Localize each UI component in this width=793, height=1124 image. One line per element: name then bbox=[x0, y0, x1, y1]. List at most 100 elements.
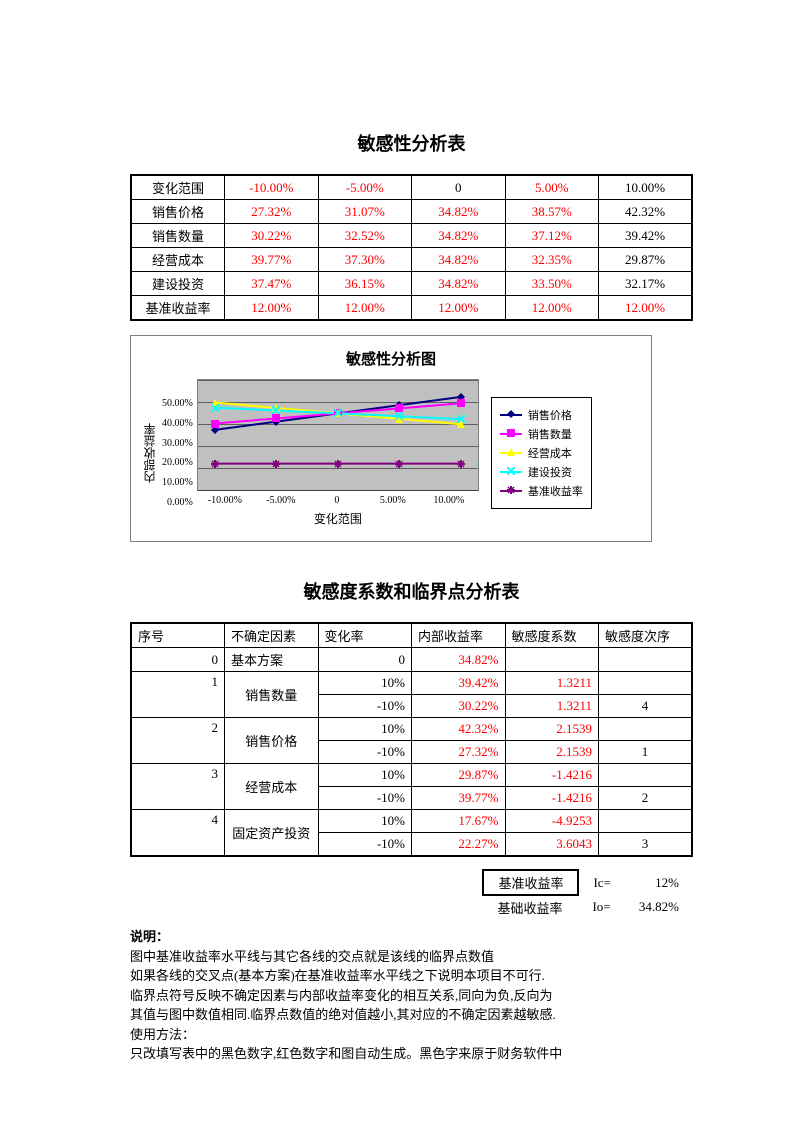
ref-io-value: 34.82% bbox=[625, 895, 693, 919]
table-cell: 销售价格 bbox=[225, 718, 319, 764]
table-cell: 2.1539 bbox=[505, 741, 599, 764]
col-header: 变化率 bbox=[318, 623, 412, 648]
row-label: 销售价格 bbox=[131, 200, 225, 224]
legend-label: 基准收益率 bbox=[528, 483, 583, 499]
table-cell: 27.32% bbox=[412, 741, 506, 764]
x-tick: 10.00% bbox=[421, 495, 477, 506]
table-cell: 38.57% bbox=[505, 200, 599, 224]
note-line: 图中基准收益率水平线与其它各线的交点就是该线的临界点数值 bbox=[130, 947, 693, 967]
table-cell: 37.30% bbox=[318, 248, 412, 272]
table-cell: 32.17% bbox=[599, 272, 693, 296]
plot-area bbox=[197, 379, 479, 491]
table-cell: 10% bbox=[318, 718, 412, 741]
legend-label: 销售数量 bbox=[528, 426, 572, 442]
chart-title: 敏感性分析图 bbox=[141, 348, 641, 369]
notes-label: 说明： bbox=[130, 927, 693, 947]
col-header: -10.00% bbox=[225, 175, 319, 200]
row-label: 经营成本 bbox=[131, 248, 225, 272]
table-cell: 42.32% bbox=[412, 718, 506, 741]
table-cell: 12.00% bbox=[505, 296, 599, 321]
table-cell: -10% bbox=[318, 833, 412, 857]
table-cell: 销售数量 bbox=[225, 672, 319, 718]
table-cell: 10% bbox=[318, 810, 412, 833]
ref-io-symbol: Io= bbox=[578, 895, 624, 919]
table-cell: 22.27% bbox=[412, 833, 506, 857]
y-tick: 40.00% bbox=[162, 418, 193, 429]
table-cell: 34.82% bbox=[412, 248, 506, 272]
table-cell: 1.3211 bbox=[505, 695, 599, 718]
note-line: 临界点符号反映不确定因素与内部收益率变化的相互关系,同向为负,反向为 bbox=[130, 986, 693, 1006]
table-cell: 39.77% bbox=[225, 248, 319, 272]
ref-ic-value: 12% bbox=[625, 870, 693, 895]
legend-item: 经营成本 bbox=[500, 445, 583, 461]
row-label: 销售数量 bbox=[131, 224, 225, 248]
table-cell: 3.6043 bbox=[505, 833, 599, 857]
table-cell: 2 bbox=[599, 787, 693, 810]
x-tick: 5.00% bbox=[365, 495, 421, 506]
chart-marker bbox=[334, 456, 342, 472]
chart-marker bbox=[334, 405, 342, 421]
table-cell: 4 bbox=[599, 695, 693, 718]
row-label: 建设投资 bbox=[131, 272, 225, 296]
table-cell: 37.47% bbox=[225, 272, 319, 296]
y-ticks: 50.00%40.00%30.00%20.00%10.00%0.00% bbox=[162, 398, 197, 508]
table-cell: 3 bbox=[599, 833, 693, 857]
x-axis-label: 变化范围 bbox=[197, 510, 479, 527]
table-cell: 37.12% bbox=[505, 224, 599, 248]
note-line: 如果各线的交叉点(基本方案)在基准收益率水平线之下说明本项目不可行. bbox=[130, 966, 693, 986]
table-cell bbox=[505, 648, 599, 672]
y-tick: 0.00% bbox=[162, 497, 193, 508]
legend-item: 销售数量 bbox=[500, 426, 583, 442]
table-cell: 基本方案 bbox=[225, 648, 319, 672]
y-tick: 10.00% bbox=[162, 477, 193, 488]
chart-marker bbox=[395, 408, 403, 424]
legend-label: 销售价格 bbox=[528, 407, 572, 423]
table-cell: 12.00% bbox=[599, 296, 693, 321]
legend-label: 建设投资 bbox=[528, 464, 572, 480]
coefficient-table: 序号不确定因素变化率内部收益率敏感度系数敏感度次序0基本方案034.82% 1销… bbox=[130, 622, 693, 857]
chart-marker bbox=[211, 456, 219, 472]
table-cell: 32.52% bbox=[318, 224, 412, 248]
note-line: 使用方法： bbox=[130, 1025, 693, 1045]
table-cell bbox=[599, 764, 693, 787]
table-cell: 2 bbox=[131, 718, 225, 764]
table-cell: -4.9253 bbox=[505, 810, 599, 833]
col-header: 敏感度次序 bbox=[599, 623, 693, 648]
table-cell bbox=[599, 672, 693, 695]
row-label: 变化范围 bbox=[131, 175, 225, 200]
table-cell: 34.82% bbox=[412, 648, 506, 672]
legend-label: 经营成本 bbox=[528, 445, 572, 461]
y-tick: 20.00% bbox=[162, 457, 193, 468]
table-cell: 17.67% bbox=[412, 810, 506, 833]
chart-marker bbox=[395, 456, 403, 472]
legend-item: 销售价格 bbox=[500, 407, 583, 423]
table-cell: -1.4216 bbox=[505, 764, 599, 787]
ref-ic-label: 基准收益率 bbox=[483, 870, 578, 895]
col-header: 内部收益率 bbox=[412, 623, 506, 648]
table-cell: 4 bbox=[131, 810, 225, 857]
table-cell: 12.00% bbox=[412, 296, 506, 321]
table-cell: -10% bbox=[318, 787, 412, 810]
col-header: 0 bbox=[412, 175, 506, 200]
y-axis-label: 内部收益率 bbox=[141, 423, 158, 483]
table-cell: 34.82% bbox=[412, 272, 506, 296]
table-cell: 0 bbox=[318, 648, 412, 672]
x-tick: 0 bbox=[309, 495, 365, 506]
table-cell: 29.87% bbox=[412, 764, 506, 787]
note-line: 只改填写表中的黑色数字,红色数字和图自动生成。黑色字来原于财务软件中 bbox=[130, 1044, 693, 1064]
table-cell: 36.15% bbox=[318, 272, 412, 296]
table-cell: 42.32% bbox=[599, 200, 693, 224]
table-cell: 10% bbox=[318, 764, 412, 787]
y-tick: 30.00% bbox=[162, 438, 193, 449]
col-header: 5.00% bbox=[505, 175, 599, 200]
table-cell bbox=[599, 648, 693, 672]
col-header: 敏感度系数 bbox=[505, 623, 599, 648]
table-cell: 39.77% bbox=[412, 787, 506, 810]
table-cell: 0 bbox=[131, 648, 225, 672]
table-cell: 34.82% bbox=[412, 200, 506, 224]
table-cell: -10% bbox=[318, 741, 412, 764]
table-cell: 2.1539 bbox=[505, 718, 599, 741]
table-cell: 固定资产投资 bbox=[225, 810, 319, 857]
table-cell: 12.00% bbox=[318, 296, 412, 321]
row-label: 基准收益率 bbox=[131, 296, 225, 321]
